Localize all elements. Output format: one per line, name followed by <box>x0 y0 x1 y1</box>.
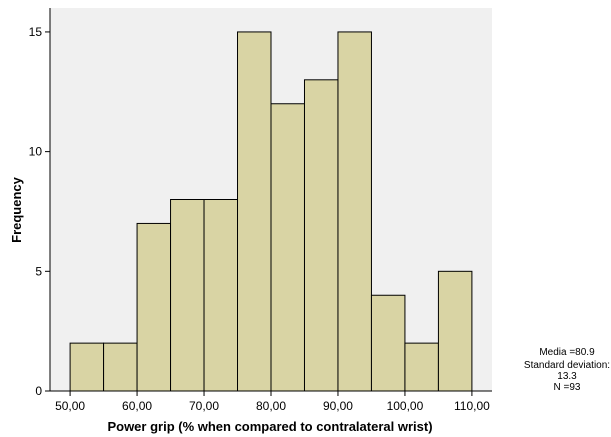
stats-n: N =93 <box>554 382 581 393</box>
stats-mean: Media =80.9 <box>539 347 595 358</box>
histogram-bar-8 <box>303 79 339 392</box>
bars-group <box>69 31 473 392</box>
x-tick-label: 80,00 <box>256 399 286 413</box>
histogram-bar-12 <box>437 270 473 392</box>
y-tick-label: 10 <box>29 145 43 159</box>
y-axis-title: Frequency <box>9 176 24 243</box>
histogram-bar-7 <box>270 103 305 392</box>
stats-sd-label: Standard deviation: <box>524 360 610 371</box>
histogram-bar-10 <box>370 294 406 392</box>
stats-box: Media =80.9 Standard deviation: 13.3 N =… <box>524 347 610 393</box>
histogram-bar-3 <box>136 222 172 392</box>
histogram-bar-4 <box>170 199 205 392</box>
histogram-bar-5 <box>203 199 239 392</box>
histogram-bar-1 <box>69 342 105 392</box>
x-tick-label: 110,00 <box>454 399 490 413</box>
x-tick-label: 90,00 <box>323 399 353 413</box>
y-tick-label: 0 <box>35 384 42 398</box>
y-tick-label: 15 <box>29 25 43 39</box>
histogram-bar-9 <box>337 31 372 392</box>
histogram-bar-2 <box>103 342 138 392</box>
x-tick-label: 50,00 <box>55 399 85 413</box>
stats-sd-value: 13.3 <box>557 371 577 382</box>
x-axis-title: Power grip (% when compared to contralat… <box>107 419 432 434</box>
y-axis-ticks: 0 5 10 15 <box>29 25 50 398</box>
x-tick-label: 70,00 <box>189 399 219 413</box>
x-tick-label: 60,00 <box>122 399 152 413</box>
x-tick-label: 100,00 <box>387 399 424 413</box>
y-tick-label: 5 <box>35 264 42 278</box>
histogram-bar-11 <box>404 342 439 392</box>
x-axis-ticks: 50,00 60,00 70,00 80,00 90,00 100,00 110,00 <box>55 391 490 413</box>
histogram-bar-6 <box>237 31 272 392</box>
